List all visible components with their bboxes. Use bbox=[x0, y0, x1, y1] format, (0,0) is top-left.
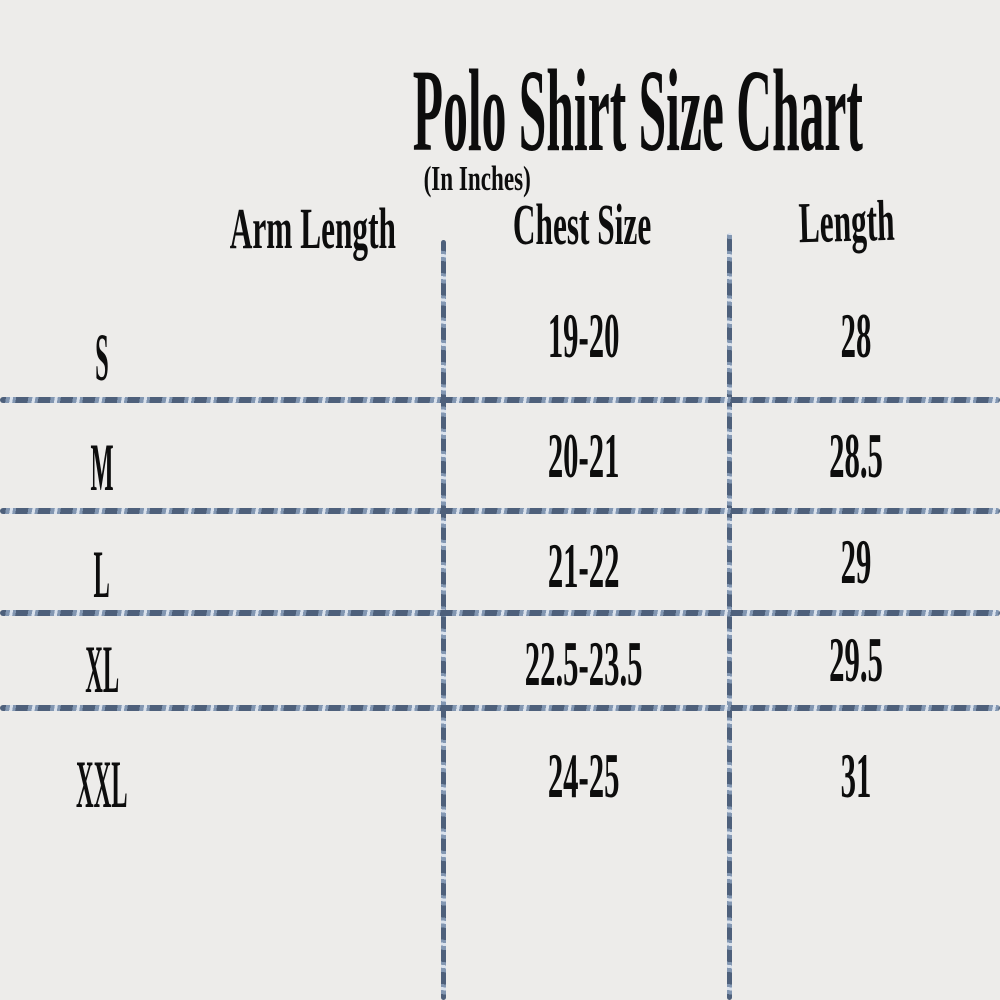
row-s-length-value: 28 bbox=[840, 300, 872, 371]
page-subtitle-text: (In Inches) bbox=[423, 159, 531, 198]
row-xxl-size-label: XXL bbox=[76, 746, 128, 822]
row-l-chest-size-value: 21-22 bbox=[548, 530, 620, 601]
row-s-size-label: S bbox=[95, 319, 109, 395]
page-title-text: Polo Shirt Size Chart bbox=[412, 45, 863, 176]
page-title: Polo Shirt Size Chart bbox=[102, 52, 863, 170]
row-s-chest-size-value: 19-20 bbox=[548, 300, 620, 371]
row-divider-line-4 bbox=[0, 705, 1000, 711]
column-header-chest-size: Chest Size bbox=[512, 192, 652, 257]
row-xl-size-label: XL bbox=[84, 631, 120, 707]
row-m-chest-size-value: 20-21 bbox=[548, 420, 620, 491]
column-divider-line-1 bbox=[441, 240, 446, 1000]
row-xxl-length-value: 31 bbox=[840, 740, 872, 811]
row-divider-line-3 bbox=[0, 610, 1000, 616]
row-m-length-value: 28.5 bbox=[829, 420, 883, 491]
row-divider-line-2 bbox=[0, 508, 1000, 514]
row-l-size-label: L bbox=[93, 536, 111, 612]
page-subtitle: (In Inches) bbox=[327, 161, 627, 196]
row-l-length-value: 29 bbox=[840, 526, 872, 597]
row-xl-chest-size-value: 22.5-23.5 bbox=[525, 628, 643, 699]
row-xxl-chest-size-value: 24-25 bbox=[548, 740, 620, 811]
column-divider-line-2 bbox=[727, 233, 732, 1000]
column-header-arm-length: Arm Length bbox=[229, 196, 396, 261]
row-m-size-label: M bbox=[90, 429, 114, 505]
row-divider-line-1 bbox=[0, 397, 1000, 403]
column-header-length: Length bbox=[798, 187, 896, 256]
row-xl-length-value: 29.5 bbox=[829, 624, 883, 695]
